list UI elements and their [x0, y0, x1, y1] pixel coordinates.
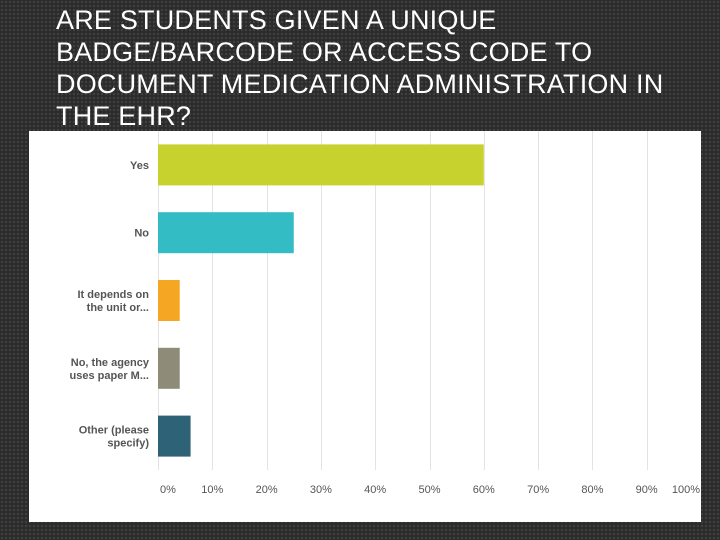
bar-2 — [158, 280, 180, 321]
category-label-1-0: No — [134, 228, 149, 240]
x-tick-label-3: 30% — [310, 484, 332, 496]
chart-panel: Yes No It depends on the unit or... No, the … — [29, 131, 701, 522]
slide-title: ARE STUDENTS GIVEN A UNIQUE BADGE/BARCOD… — [56, 5, 664, 131]
x-tick-label-6: 60% — [473, 484, 495, 496]
category-label-2-1: the unit or... — [87, 302, 149, 314]
x-tick-label-0: 0% — [160, 484, 176, 496]
x-tick-label-5: 50% — [418, 484, 440, 496]
category-label-4-1: specify) — [107, 438, 149, 450]
x-tick-label-4: 40% — [364, 484, 386, 496]
bar-0 — [158, 144, 484, 186]
x-tick-label-1: 10% — [201, 484, 223, 496]
bar-3 — [158, 347, 180, 389]
x-tick-label-2: 20% — [256, 484, 278, 496]
category-label-0-0: Yes — [130, 160, 149, 172]
bar-1 — [158, 212, 294, 254]
category-label-3-0: No, the agency — [71, 357, 150, 369]
x-tick-label-7: 70% — [527, 484, 549, 496]
x-tick-label-9: 90% — [636, 484, 658, 496]
category-label-3-1: uses paper M... — [70, 370, 149, 382]
category-label-4-0: Other (please — [79, 425, 149, 437]
bar-4 — [158, 415, 191, 457]
x-tick-label-10: 100% — [672, 484, 700, 496]
category-label-2-0: It depends on — [78, 289, 150, 301]
x-tick-label-8: 80% — [581, 484, 603, 496]
